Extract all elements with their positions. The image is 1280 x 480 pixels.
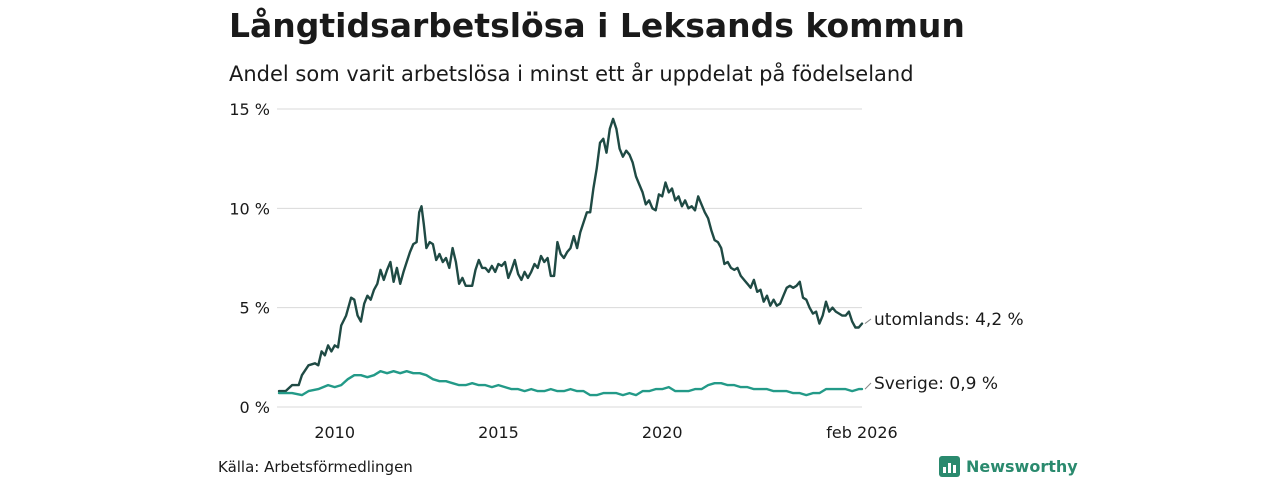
- y-axis: 0 % 5 % 10 % 15 %: [229, 100, 270, 417]
- y-tick-label: 15 %: [229, 100, 270, 119]
- newsworthy-logo: Newsworthy: [939, 456, 1078, 477]
- series-lines: [277, 117, 864, 397]
- end-labels: utomlands: 4,2 % Sverige: 0,9 %: [864, 310, 1024, 394]
- x-tick-label: 2020: [642, 423, 683, 442]
- label-connector: [864, 318, 872, 324]
- y-tick-label: 5 %: [240, 299, 270, 318]
- chart-title: Långtidsarbetslösa i Leksands kommun: [229, 6, 965, 45]
- x-tick-label: feb 2026: [826, 423, 897, 442]
- logo-text: Newsworthy: [966, 457, 1078, 476]
- bar-chart-icon: [939, 456, 960, 477]
- series-end-label: utomlands: 4,2 %: [874, 310, 1024, 330]
- label-connector: [864, 382, 872, 390]
- x-tick-label: 2015: [478, 423, 519, 442]
- x-tick-label: 2010: [314, 423, 355, 442]
- series-line-utomlands: [277, 117, 864, 393]
- source-note: Källa: Arbetsförmedlingen: [218, 458, 413, 476]
- y-tick-label: 10 %: [229, 199, 270, 218]
- x-axis: 2010 2015 2020 feb 2026: [314, 423, 897, 442]
- gridlines: [277, 108, 862, 408]
- series-end-label: Sverige: 0,9 %: [874, 374, 998, 394]
- y-tick-label: 0 %: [240, 398, 270, 417]
- series-line-sverige: [277, 370, 864, 397]
- chart-subtitle: Andel som varit arbetslösa i minst ett å…: [229, 62, 914, 86]
